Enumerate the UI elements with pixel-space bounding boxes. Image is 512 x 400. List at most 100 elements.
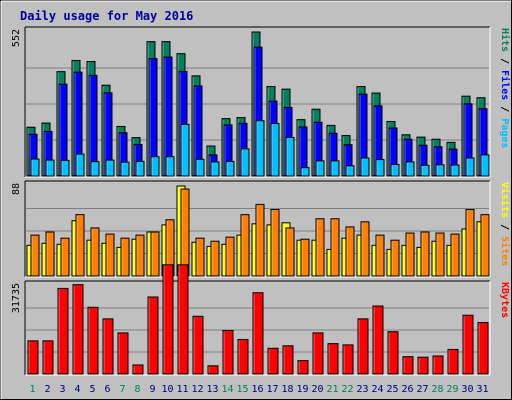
bar-kbytes-day-31 [477,321,489,375]
day-label: 8 [134,384,140,395]
bar-pages-day-2 [45,159,55,177]
bar-sites-day-15 [240,214,250,277]
day-label: 12 [191,384,203,395]
legend-item: / [499,218,510,236]
bar-kbytes-day-8 [132,364,144,375]
bar-kbytes-day-7 [117,332,129,375]
bar-sites-day-20 [315,218,325,277]
bar-sites-day-29 [450,233,460,277]
bar-pages-day-10 [165,156,175,177]
scale-label-bottom: 31735 [11,283,22,313]
bar-pages-day-20 [315,160,325,177]
bar-sites-day-16 [255,203,265,277]
bar-kbytes-day-23 [357,318,369,375]
bar-sites-day-17 [270,209,280,277]
bar-sites-day-1 [30,234,40,277]
day-label: 17 [266,384,278,395]
day-label: 2 [44,384,50,395]
bar-kbytes-day-11 [177,264,189,375]
day-label: 27 [416,384,428,395]
bar-pages-day-15 [240,148,250,177]
bar-kbytes-day-28 [432,355,444,375]
day-label: 1 [29,384,35,395]
bar-kbytes-day-18 [282,345,294,375]
bar-pages-day-27 [420,164,430,177]
day-label: 13 [206,384,218,395]
bar-pages-day-3 [60,159,70,177]
bar-kbytes-day-25 [387,331,399,375]
bar-sites-day-23 [360,221,370,277]
bar-pages-day-28 [435,164,445,177]
bar-kbytes-day-2 [42,340,54,375]
day-label: 21 [326,384,338,395]
bar-sites-day-4 [75,214,85,277]
bar-pages-day-12 [195,158,205,177]
bar-pages-day-4 [75,153,85,177]
bar-sites-day-24 [375,234,385,277]
legend-item: / [499,100,510,118]
day-label: 23 [356,384,368,395]
bar-kbytes-day-6 [102,318,114,375]
bar-kbytes-day-26 [402,356,414,375]
bar-sites-day-12 [195,237,205,277]
bar-kbytes-day-19 [297,360,309,375]
bar-kbytes-day-13 [207,365,219,375]
bar-pages-day-25 [390,164,400,177]
bar-pages-day-7 [120,161,130,177]
bar-sites-day-31 [480,214,490,277]
bar-sites-day-7 [120,237,130,277]
legend-bottom: KBytes [499,282,510,318]
bar-sites-day-19 [300,238,310,277]
bar-kbytes-day-22 [342,344,354,375]
bar-pages-day-31 [480,154,490,177]
legend-item: / [499,52,510,70]
day-label: 20 [311,384,323,395]
bar-kbytes-day-16 [252,292,264,375]
day-label: 30 [461,384,473,395]
bar-sites-day-30 [465,209,475,277]
bar-pages-day-8 [135,160,145,177]
day-label: 9 [149,384,155,395]
day-label: 25 [386,384,398,395]
day-label: 26 [401,384,413,395]
bar-kbytes-day-15 [237,338,249,375]
bar-kbytes-day-3 [57,287,69,375]
bar-pages-day-11 [180,123,190,177]
day-label: 11 [176,384,188,395]
bar-kbytes-day-1 [27,340,39,375]
bar-sites-day-21 [330,218,340,277]
bar-kbytes-day-29 [447,348,459,375]
bar-pages-day-21 [330,160,340,177]
day-label: 6 [104,384,110,395]
bar-sites-day-27 [420,231,430,277]
bar-sites-day-2 [45,231,55,277]
bar-sites-day-5 [90,227,100,277]
day-label: 14 [221,384,233,395]
day-label: 18 [281,384,293,395]
bar-sites-day-28 [435,232,445,277]
bar-kbytes-day-14 [222,329,234,375]
bar-sites-day-18 [285,227,295,277]
bar-sites-day-26 [405,232,415,277]
bar-pages-day-17 [270,123,280,177]
chart-title: Daily usage for May 2016 [20,9,193,23]
day-label: 4 [74,384,80,395]
bar-sites-day-6 [105,233,115,277]
legend-top: Hits / Files / Pages [499,28,511,148]
legend-item: Sites [499,236,511,266]
legend-item: Visits [499,182,511,218]
bar-pages-day-19 [300,167,310,177]
bar-pages-day-16 [255,120,265,177]
bar-pages-day-9 [150,156,160,177]
bar-sites-day-9 [150,231,160,277]
legend-item: Files [499,70,511,100]
bar-sites-day-22 [345,226,355,277]
bar-sites-day-25 [390,239,400,277]
bar-kbytes-day-30 [462,314,474,375]
bar-pages-day-5 [90,161,100,177]
bar-kbytes-day-5 [87,306,99,375]
day-label: 15 [236,384,248,395]
bar-kbytes-day-27 [417,356,429,375]
day-label: 22 [341,384,353,395]
